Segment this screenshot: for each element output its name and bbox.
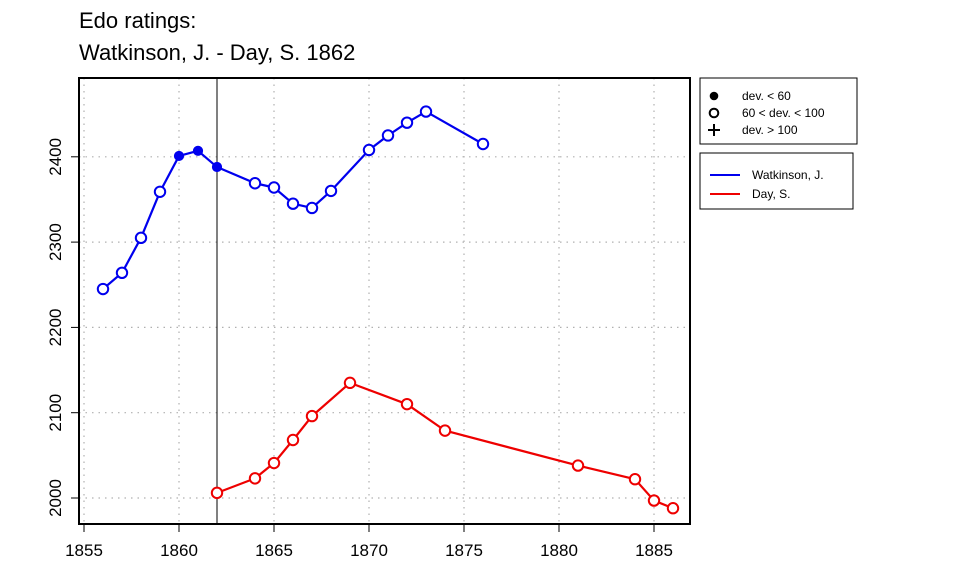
series-0-point-5 bbox=[192, 145, 204, 156]
series-1-point-0 bbox=[210, 486, 224, 500]
y-tick-label-0: 2000 bbox=[46, 479, 65, 517]
series-legend-box bbox=[699, 152, 854, 210]
series-1-point-7 bbox=[438, 424, 452, 437]
series-1-point-2 bbox=[267, 456, 281, 470]
series-1-point-6 bbox=[400, 397, 414, 411]
chart-title-line-2: Watkinson, J. - Day, S. 1862 bbox=[79, 40, 355, 65]
series-1-point-9 bbox=[628, 473, 642, 486]
series-0-point-14 bbox=[400, 116, 414, 129]
x-tick-label-0: 1855 bbox=[65, 541, 103, 560]
plot-frame bbox=[78, 77, 691, 525]
series-0-point-7 bbox=[248, 177, 262, 190]
series-1-point-1 bbox=[248, 472, 262, 485]
series-0-point-2 bbox=[134, 231, 148, 245]
series-line-1 bbox=[216, 381, 674, 510]
series-legend: Watkinson, J. Day, S. bbox=[699, 152, 854, 210]
symbol-legend-box bbox=[699, 77, 858, 145]
chart-title-line-1: Edo ratings: bbox=[79, 8, 196, 33]
series-1-point-4 bbox=[305, 409, 319, 423]
series-0-point-1 bbox=[115, 266, 129, 280]
y-tick-label-4: 2400 bbox=[46, 138, 65, 176]
series-0-point-11 bbox=[324, 184, 338, 198]
series-layer bbox=[96, 105, 680, 515]
open-circle-icon bbox=[708, 107, 720, 119]
series-legend-label-0: Watkinson, J. bbox=[752, 168, 824, 182]
series-0-point-6 bbox=[211, 161, 223, 173]
series-1-point-8 bbox=[571, 459, 585, 472]
x-tick-label-3: 1870 bbox=[350, 541, 388, 560]
series-0-point-16 bbox=[476, 137, 490, 151]
symbol-legend-label-2: dev. > 100 bbox=[742, 123, 798, 137]
series-0-point-3 bbox=[153, 185, 167, 198]
series-0-point-4 bbox=[173, 150, 185, 162]
x-tick-label-5: 1880 bbox=[540, 541, 578, 560]
x-tick-label-4: 1875 bbox=[445, 541, 483, 560]
series-0-point-15 bbox=[419, 105, 433, 118]
series-0-point-9 bbox=[286, 197, 300, 210]
x-tick-label-6: 1885 bbox=[635, 541, 673, 560]
y-tick-label-2: 2200 bbox=[46, 308, 65, 346]
series-0-point-13 bbox=[381, 129, 395, 142]
series-0-point-8 bbox=[267, 181, 281, 194]
grid bbox=[79, 78, 690, 524]
x-tick-label-2: 1865 bbox=[255, 541, 293, 560]
series-1-point-11 bbox=[666, 502, 680, 515]
x-tick-label-1: 1860 bbox=[160, 541, 198, 560]
series-0-point-0 bbox=[96, 282, 110, 296]
symbol-legend-label-0: dev. < 60 bbox=[742, 89, 791, 103]
y-tick-label-1: 2100 bbox=[46, 394, 65, 432]
series-0-point-12 bbox=[362, 143, 376, 157]
series-1-point-3 bbox=[286, 433, 300, 447]
series-legend-label-1: Day, S. bbox=[752, 187, 790, 201]
y-tick-label-3: 2300 bbox=[46, 223, 65, 261]
symbol-legend-label-1: 60 < dev. < 100 bbox=[742, 106, 825, 120]
axes: 1855 1860 1865 1870 1875 1880 1885 2000 2100 2200… bbox=[46, 138, 673, 560]
series-1-point-10 bbox=[647, 494, 661, 507]
series-1-point-5 bbox=[343, 376, 357, 390]
series-0-point-10 bbox=[305, 201, 319, 215]
symbol-legend: dev. < 60 60 < dev. < 100 dev. > 100 bbox=[699, 77, 858, 145]
filled-circle-icon bbox=[709, 91, 719, 101]
